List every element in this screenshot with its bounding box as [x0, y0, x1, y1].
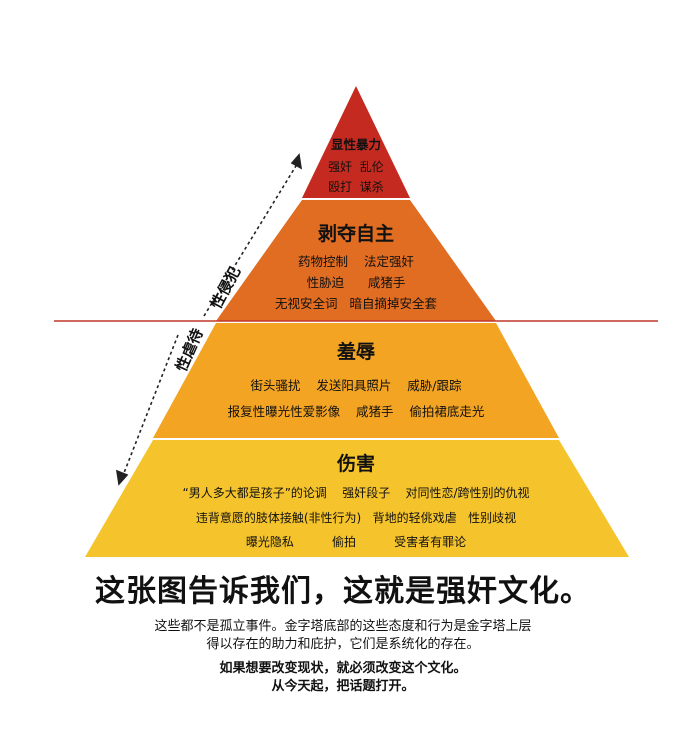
tier-3-line-2: 报复性曝光性爱影像 咸猪手 偷拍裙底走光 — [228, 404, 485, 419]
tier-3-shape — [153, 323, 559, 438]
footer-paragraph-1-line-2: 得以存在的助力和庇护，它们是系统化的存在。 — [206, 637, 480, 652]
tier-2-shape — [216, 200, 496, 321]
footer-headline: 这张图告诉我们，这就是强奸文化。 — [95, 574, 591, 609]
tier-2-line-1: 药物控制 法定强奸 — [298, 254, 414, 269]
tier-4-shape — [85, 440, 629, 557]
tier-2-line-2: 性胁迫 咸猪手 — [307, 275, 406, 290]
tier-2-line-3: 无视安全词 暗自摘掉安全套 — [275, 296, 437, 311]
tier-1-title: 显性暴力 — [331, 137, 381, 152]
tier-3-title: 羞辱 — [336, 340, 375, 363]
tier-4-line-2: 违背意愿的肢体接触(非性行为) 背地的轻佻戏虐 性别歧视 — [196, 510, 516, 525]
side-arrow-lower — [115, 334, 179, 486]
footer-paragraph-2-line-1: 如果想要改变现状，就必须改变这个文化。 — [219, 661, 467, 676]
footer-paragraph-2: 如果想要改变现状，就必须改变这个文化。 从今天起，把话题打开。 — [0, 660, 686, 696]
footer-paragraph-1: 这些都不是孤立事件。金字塔底部的这些态度和行为是金字塔上层 得以存在的助力和庇护… — [0, 618, 686, 654]
tier-3-line-1: 街头骚扰 发送阳具照片 威胁/跟踪 — [251, 378, 462, 393]
footer-paragraph-2-line-2: 从今天起，把话题打开。 — [271, 679, 415, 694]
tier-1-shape — [302, 86, 410, 198]
tier-1-line-2: 殴打 谋杀 — [328, 179, 384, 194]
side-arrow-upper — [203, 153, 303, 317]
tier-4-line-3: 曝光隐私 偷拍 受害者有罪论 — [246, 534, 466, 549]
tier-4-title: 伤害 — [336, 452, 375, 475]
tier-2-title: 剥夺自主 — [318, 222, 394, 245]
footer-paragraph-1-line-1: 这些都不是孤立事件。金字塔底部的这些态度和行为是金字塔上层 — [154, 619, 532, 634]
tier-4-line-1: “男人多大都是孩子”的论调 强奸段子 对同性恋/跨性别的仇视 — [183, 485, 530, 500]
tier-1-line-1: 强奸 乱伦 — [328, 159, 384, 174]
